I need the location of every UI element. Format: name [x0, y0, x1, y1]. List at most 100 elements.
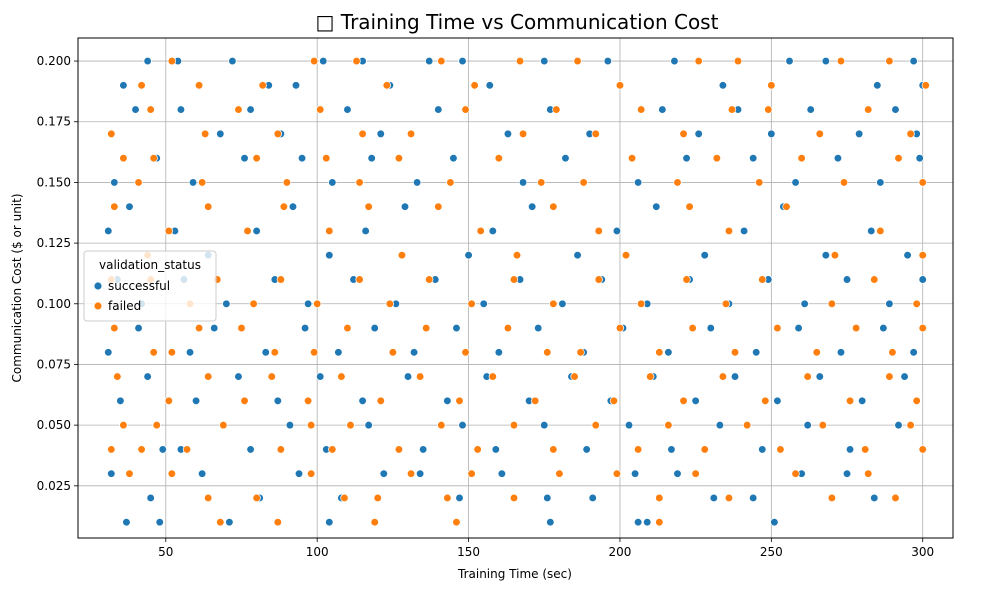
- point-failed: [827, 299, 837, 308]
- point-successful: [497, 469, 507, 478]
- point-failed: [415, 372, 425, 381]
- point-successful: [870, 493, 879, 503]
- point-successful: [449, 153, 458, 163]
- point-failed: [279, 202, 289, 211]
- point-successful: [682, 153, 691, 163]
- point-failed: [240, 396, 249, 406]
- point-failed: [434, 202, 443, 211]
- point-failed: [549, 445, 558, 454]
- point-failed: [119, 420, 128, 430]
- point-failed: [885, 372, 894, 381]
- point-successful: [491, 445, 500, 454]
- point-successful: [879, 323, 888, 333]
- point-successful: [146, 493, 155, 503]
- point-failed: [646, 372, 655, 381]
- point-failed: [633, 445, 643, 454]
- point-failed: [310, 56, 319, 66]
- point-successful: [749, 153, 758, 163]
- point-failed: [776, 445, 785, 454]
- point-successful: [700, 251, 709, 260]
- x-axis-label: Training Time (sec): [457, 567, 572, 581]
- point-successful: [691, 396, 700, 406]
- point-successful: [528, 202, 537, 211]
- point-successful: [534, 323, 543, 333]
- point-successful: [873, 81, 882, 90]
- point-failed: [503, 323, 513, 333]
- point-successful: [364, 420, 373, 430]
- point-successful: [419, 445, 428, 454]
- point-successful: [116, 396, 125, 406]
- point-failed: [373, 493, 382, 503]
- x-axis-ticks: 50 100 150 200 250 300: [158, 538, 934, 559]
- y-tick-label: 0.125: [37, 236, 71, 250]
- point-successful: [694, 129, 703, 139]
- point-successful: [894, 420, 903, 430]
- point-failed: [167, 348, 177, 357]
- point-failed: [258, 81, 267, 90]
- point-failed: [364, 202, 373, 211]
- point-successful: [909, 348, 918, 357]
- chart-title: □ Training Time vs Communication Cost: [316, 10, 719, 34]
- point-successful: [358, 396, 367, 406]
- point-failed: [918, 178, 927, 187]
- point-successful: [188, 178, 198, 187]
- point-failed: [876, 226, 885, 236]
- point-successful: [158, 445, 167, 454]
- point-failed: [827, 493, 837, 503]
- point-successful: [603, 56, 612, 66]
- point-successful: [718, 81, 728, 90]
- point-failed: [388, 348, 398, 357]
- point-failed: [742, 420, 752, 430]
- legend-title: validation_status: [99, 258, 201, 272]
- point-failed: [818, 420, 827, 430]
- point-failed: [851, 323, 861, 333]
- point-successful: [652, 202, 661, 211]
- point-failed: [182, 445, 192, 454]
- point-successful: [821, 251, 830, 260]
- legend: validation_status successful failed: [83, 250, 217, 322]
- point-failed: [204, 202, 213, 211]
- point-successful: [343, 105, 352, 114]
- point-failed: [906, 129, 915, 139]
- point-successful: [503, 129, 513, 139]
- point-failed: [125, 469, 134, 478]
- point-failed: [340, 493, 349, 503]
- point-successful: [443, 396, 452, 406]
- point-successful: [867, 226, 876, 236]
- x-tick-label: 250: [760, 545, 783, 559]
- y-tick-label: 0.175: [37, 115, 71, 129]
- point-successful: [833, 153, 843, 163]
- point-failed: [488, 372, 497, 381]
- point-failed: [394, 153, 404, 163]
- point-successful: [561, 153, 570, 163]
- point-successful: [197, 469, 207, 478]
- point-successful: [794, 323, 803, 333]
- point-successful: [125, 202, 134, 211]
- point-failed: [912, 396, 921, 406]
- point-failed: [700, 445, 709, 454]
- point-failed: [355, 275, 364, 284]
- point-failed: [243, 226, 252, 236]
- point-failed: [406, 469, 416, 478]
- point-successful: [122, 518, 131, 527]
- point-successful: [479, 299, 488, 308]
- point-failed: [579, 178, 588, 187]
- point-failed: [470, 81, 479, 90]
- point-failed: [673, 178, 682, 187]
- point-failed: [570, 372, 579, 381]
- point-successful: [225, 518, 234, 527]
- point-successful: [709, 493, 718, 503]
- point-failed: [724, 226, 734, 236]
- point-failed: [328, 445, 337, 454]
- point-failed: [406, 129, 416, 139]
- point-failed: [549, 202, 558, 211]
- point-successful: [403, 372, 413, 381]
- point-failed: [110, 202, 119, 211]
- point-failed: [194, 323, 204, 333]
- point-failed: [282, 178, 292, 187]
- point-failed: [234, 105, 243, 114]
- point-successful: [752, 348, 761, 357]
- point-failed: [237, 323, 246, 333]
- point-failed: [761, 396, 770, 406]
- point-failed: [267, 372, 276, 381]
